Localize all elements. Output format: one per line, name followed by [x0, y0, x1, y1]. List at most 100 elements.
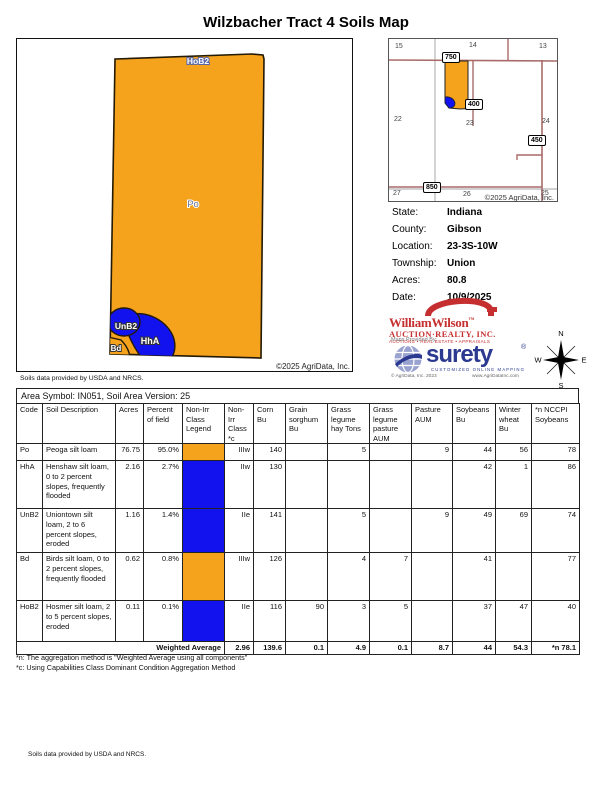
table-cell	[411, 552, 453, 602]
realty-subtitle: AUCTION·REALTY, INC.	[389, 329, 496, 339]
surety-logo-text: surety	[426, 341, 493, 368]
table-cell: Bd	[16, 552, 43, 602]
table-cell: 0.1	[285, 641, 328, 656]
table-cell	[369, 443, 412, 462]
table-cell: 130	[253, 460, 286, 510]
section-label: 24	[542, 118, 550, 125]
section-label: 27	[393, 190, 401, 197]
table-cell	[411, 460, 453, 510]
column-header: Corn Bu	[253, 402, 286, 445]
table-row-unb2: UnB2 Uniontown silt loam, 2 to 6 percent…	[16, 508, 580, 554]
legend-swatch	[182, 600, 225, 643]
section-label: 15	[395, 43, 403, 50]
table-cell	[285, 460, 328, 510]
table-cell: 1.16	[115, 508, 144, 554]
map-label-hha: HhA	[141, 336, 160, 346]
info-value: Union	[447, 258, 476, 269]
table-cell: Birds silt loam, 0 to 2 percent slopes, …	[42, 552, 116, 602]
locator-map: 15 14 13 22 23 24 27 26 25 750 400 450 8…	[388, 38, 558, 202]
compass-s: S	[558, 381, 563, 389]
table-cell: 44	[452, 641, 496, 656]
table-cell: UnB2	[16, 508, 43, 554]
table-cell: 2.16	[115, 460, 144, 510]
info-row-date: Date: 10/9/2025	[392, 292, 562, 309]
footnote-n: *n: The aggregation method is "Weighted …	[16, 653, 248, 662]
locator-map-drawing	[388, 39, 558, 201]
maps-provided-by-label: Maps Provided By:	[391, 337, 438, 343]
table-cell	[285, 443, 328, 462]
table-cell: Peoga silt loam	[42, 443, 116, 462]
table-cell: HhA	[16, 460, 43, 510]
table-cell: 2.7%	[143, 460, 183, 510]
column-header: Code	[16, 402, 43, 445]
weighted-average-row: Weighted Average 2.96 139.6 0.1 4.9 0.1 …	[16, 641, 580, 656]
table-cell: *n 78.1	[531, 641, 580, 656]
map-label-bd: Bd	[111, 344, 122, 353]
table-cell	[327, 460, 370, 510]
info-label: State:	[392, 207, 419, 218]
table-cell: 74	[531, 508, 580, 554]
column-header: Winter wheat Bu	[495, 402, 532, 445]
info-label: Acres:	[392, 275, 421, 286]
page-title: Wilzbacher Tract 4 Soils Map	[203, 14, 409, 31]
table-cell: 44	[452, 443, 496, 462]
info-row-state: State: Indiana	[392, 207, 562, 224]
table-cell: IIe	[224, 600, 254, 643]
table-cell	[369, 460, 412, 510]
map-copyright: ©2025 AgriData, Inc.	[276, 362, 350, 371]
surety-copyright: © AgriData, Inc. 2023	[391, 374, 437, 379]
locator-copyright: ©2025 AgriData, Inc.	[484, 193, 554, 202]
table-cell: 54.3	[495, 641, 532, 656]
legend-swatch	[182, 460, 225, 510]
column-header: Grass legume pasture AUM	[369, 402, 412, 445]
weighted-average-label: Weighted Average	[16, 641, 225, 656]
info-value: Indiana	[447, 207, 483, 218]
table-cell: Uniontown silt loam, 2 to 6 percent slop…	[42, 508, 116, 554]
table-cell: 0.8%	[143, 552, 183, 602]
section-label: 22	[394, 116, 402, 123]
column-header: Acres	[115, 402, 144, 445]
table-cell: 9	[411, 508, 453, 554]
table-cell	[285, 552, 328, 602]
table-cell: 9	[411, 443, 453, 462]
table-cell: 49	[452, 508, 496, 554]
soils-map: HoB2 Po UnB2 HhA Bd ©2025 AgriData, Inc.	[16, 38, 353, 372]
realty-name: WilliamWilson™	[389, 315, 474, 331]
table-cell: 76.75	[115, 443, 144, 462]
soils-map-drawing: HoB2 Po UnB2 HhA Bd	[109, 53, 265, 359]
legend-swatch	[182, 508, 225, 554]
surety-globe-icon	[394, 344, 422, 374]
tract-info: State: Indiana County: Gibson Location: …	[392, 207, 562, 309]
table-cell: 90	[285, 600, 328, 643]
soils-table: Code Soil Description Acres Percent of f…	[16, 402, 580, 656]
section-label: 13	[539, 43, 547, 50]
table-cell: 0.62	[115, 552, 144, 602]
map-label-hob2: HoB2	[187, 56, 209, 66]
table-cell: 95.0%	[143, 443, 183, 462]
table-cell: 7	[369, 552, 412, 602]
table-cell: 42	[452, 460, 496, 510]
compass-icon: N S W E	[534, 329, 586, 390]
area-symbol-header: Area Symbol: IN051, Soil Area Version: 2…	[16, 388, 579, 404]
table-cell: 56	[495, 443, 532, 462]
road-line	[388, 59, 558, 62]
locator-parcel-blue	[444, 96, 456, 109]
realty-name-text: WilliamWilson	[389, 315, 469, 330]
table-row-bd: Bd Birds silt loam, 0 to 2 percent slope…	[16, 552, 580, 602]
column-header: Percent of field	[143, 402, 183, 445]
registered-symbol: ®	[521, 344, 527, 351]
column-header: Grain sorghum Bu	[285, 402, 328, 445]
soils-table-section: Area Symbol: IN051, Soil Area Version: 2…	[16, 388, 580, 656]
table-cell: 126	[253, 552, 286, 602]
table-cell: 5	[327, 508, 370, 554]
column-header: Soil Description	[42, 402, 116, 445]
table-cell: 0.11	[115, 600, 144, 643]
table-cell: 41	[452, 552, 496, 602]
table-cell: IIw	[224, 460, 254, 510]
table-row-po: Po Peoga silt loam 76.75 95.0% IIIw 140 …	[16, 443, 580, 462]
table-cell: 47	[495, 600, 532, 643]
compass-rose: N S W E	[534, 327, 588, 394]
table-cell: 139.6	[253, 641, 286, 656]
section-label: 23	[466, 120, 474, 127]
table-cell: 1.4%	[143, 508, 183, 554]
